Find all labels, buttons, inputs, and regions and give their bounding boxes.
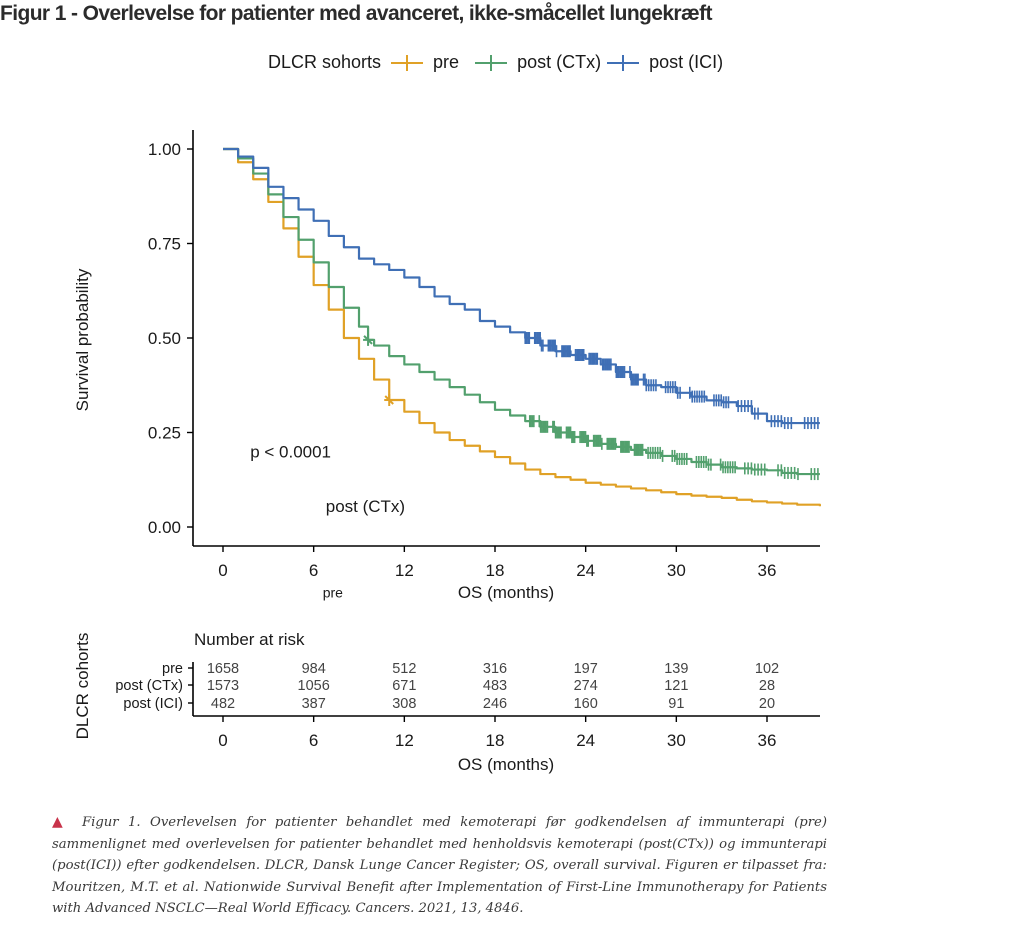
figure-caption: ▲ Figur 1. Overlevelsen for patienter beh… bbox=[52, 812, 827, 920]
risk-count: 91 bbox=[668, 696, 684, 712]
y-tick-label: 0.25 bbox=[148, 424, 181, 443]
risk-count: 274 bbox=[574, 678, 598, 694]
risk-count: 121 bbox=[664, 678, 688, 694]
risk-row-label: pre bbox=[162, 661, 183, 677]
x-tick-label: 12 bbox=[395, 561, 414, 580]
p-value-annotation: p < 0.0001 bbox=[250, 442, 331, 461]
risk-count: 483 bbox=[483, 678, 507, 694]
risk-x-tick-label: 36 bbox=[758, 731, 777, 750]
y-tick-label: 0.75 bbox=[148, 235, 181, 254]
post-ctx-annotation: post (CTx) bbox=[326, 497, 405, 516]
x-tick-label: 18 bbox=[486, 561, 505, 580]
chart-legend: DLCR sohorts pre post (CTx) post (ICI) bbox=[268, 52, 727, 73]
risk-count: 671 bbox=[392, 678, 416, 694]
km-curve-post-ctx- bbox=[223, 147, 820, 476]
risk-count: 102 bbox=[755, 661, 779, 677]
risk-y-axis-label: DLCR cohorts bbox=[73, 633, 92, 740]
y-tick-label: 0.00 bbox=[148, 518, 181, 537]
risk-count: 387 bbox=[302, 696, 326, 712]
risk-table-title: Number at risk bbox=[194, 630, 305, 649]
y-tick-label: 1.00 bbox=[148, 140, 181, 159]
risk-x-tick-label: 24 bbox=[576, 731, 595, 750]
risk-count: 1056 bbox=[298, 678, 330, 694]
caption-text: Figur 1. Overlevelsen for patienter beha… bbox=[52, 815, 827, 916]
risk-count: 160 bbox=[574, 696, 598, 712]
pre-annotation: pre bbox=[323, 584, 343, 600]
risk-count: 28 bbox=[759, 678, 775, 694]
risk-x-tick-label: 12 bbox=[395, 731, 414, 750]
risk-count: 1573 bbox=[207, 678, 239, 694]
caption-marker-icon: ▲ bbox=[52, 814, 68, 830]
risk-count: 20 bbox=[759, 696, 775, 712]
risk-x-tick-label: 30 bbox=[667, 731, 686, 750]
legend-label-pre: pre bbox=[433, 52, 460, 72]
risk-count: 512 bbox=[392, 661, 416, 677]
y-axis-label: Survival probability bbox=[73, 268, 92, 411]
legend-key-post-ctx bbox=[473, 53, 509, 73]
x-tick-label: 0 bbox=[218, 561, 227, 580]
risk-count: 246 bbox=[483, 696, 507, 712]
legend-key-pre bbox=[389, 53, 425, 73]
legend-key-post-ici bbox=[605, 53, 641, 73]
x-axis-label: OS (months) bbox=[458, 583, 554, 602]
x-tick-label: 6 bbox=[309, 561, 318, 580]
y-tick-label: 0.50 bbox=[148, 329, 181, 348]
risk-count: 1658 bbox=[207, 661, 239, 677]
risk-count: 482 bbox=[211, 696, 235, 712]
km-curve-post-ici- bbox=[223, 147, 820, 425]
censor-mark bbox=[363, 333, 374, 346]
censor-mark bbox=[384, 393, 395, 406]
x-tick-label: 36 bbox=[758, 561, 777, 580]
risk-x-tick-label: 6 bbox=[309, 731, 318, 750]
legend-label-post-ctx: post (CTx) bbox=[517, 52, 602, 72]
risk-row-label: post (ICI) bbox=[123, 696, 183, 712]
risk-count: 139 bbox=[664, 661, 688, 677]
risk-x-tick-label: 18 bbox=[486, 731, 505, 750]
figure-title: Figur 1 - Overlevelse for patienter med … bbox=[0, 2, 712, 25]
risk-x-tick-label: 0 bbox=[218, 731, 227, 750]
risk-row-label: post (CTx) bbox=[115, 678, 183, 694]
legend-label-post-ici: post (ICI) bbox=[649, 52, 724, 72]
survival-chart: 0.00 0.25 0.50 0.75 1.00 0 6 12 18 24 30 36 OS (mont… bbox=[73, 130, 821, 774]
legend-title: DLCR sohorts bbox=[268, 52, 382, 72]
risk-count: 197 bbox=[574, 661, 598, 677]
x-tick-label: 24 bbox=[576, 561, 595, 580]
risk-count: 316 bbox=[483, 661, 507, 677]
risk-x-axis-label: OS (months) bbox=[458, 755, 554, 774]
risk-count: 984 bbox=[302, 661, 326, 677]
risk-count: 308 bbox=[392, 696, 416, 712]
x-tick-label: 30 bbox=[667, 561, 686, 580]
